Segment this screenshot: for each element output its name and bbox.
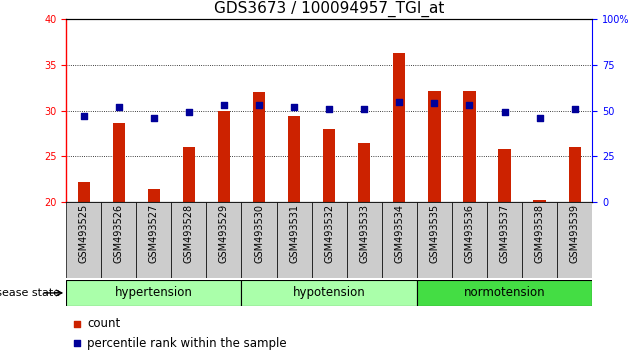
- Text: GSM493539: GSM493539: [570, 204, 580, 263]
- Point: [359, 106, 369, 112]
- Bar: [487, 202, 522, 278]
- Point: [570, 106, 580, 112]
- Text: normotension: normotension: [464, 286, 546, 299]
- Bar: [101, 202, 136, 278]
- Point: [324, 106, 334, 112]
- Bar: [288, 116, 301, 354]
- Bar: [183, 147, 195, 354]
- Point: [534, 115, 544, 121]
- Bar: [113, 124, 125, 354]
- Point: [289, 104, 299, 110]
- Text: GSM493526: GSM493526: [114, 204, 123, 263]
- Bar: [428, 91, 440, 354]
- Bar: [312, 202, 347, 278]
- Bar: [557, 202, 592, 278]
- Bar: [534, 200, 546, 354]
- Bar: [452, 202, 487, 278]
- Text: GSM493530: GSM493530: [254, 204, 264, 263]
- Text: GSM493537: GSM493537: [500, 204, 510, 263]
- Text: GSM493528: GSM493528: [184, 204, 194, 263]
- Point: [72, 321, 82, 327]
- Text: disease state: disease state: [0, 288, 60, 298]
- Point: [219, 102, 229, 108]
- Point: [500, 110, 510, 115]
- Point: [394, 99, 404, 104]
- Point: [79, 113, 89, 119]
- Bar: [136, 202, 171, 278]
- Text: GSM493538: GSM493538: [535, 204, 544, 263]
- Bar: [171, 202, 207, 278]
- Title: GDS3673 / 100094957_TGI_at: GDS3673 / 100094957_TGI_at: [214, 0, 444, 17]
- Point: [149, 115, 159, 121]
- Point: [464, 102, 474, 108]
- Bar: [241, 280, 417, 306]
- Text: GSM493533: GSM493533: [359, 204, 369, 263]
- Point: [72, 341, 82, 346]
- Bar: [382, 202, 417, 278]
- Bar: [77, 182, 90, 354]
- Bar: [568, 147, 581, 354]
- Bar: [417, 280, 592, 306]
- Bar: [393, 53, 406, 354]
- Bar: [277, 202, 312, 278]
- Bar: [241, 202, 277, 278]
- Text: GSM493529: GSM493529: [219, 204, 229, 263]
- Point: [113, 104, 123, 110]
- Bar: [66, 280, 241, 306]
- Text: GSM493527: GSM493527: [149, 204, 159, 263]
- Bar: [207, 202, 241, 278]
- Bar: [147, 189, 160, 354]
- Text: count: count: [87, 318, 120, 330]
- Bar: [253, 92, 265, 354]
- Bar: [346, 202, 382, 278]
- Text: GSM493531: GSM493531: [289, 204, 299, 263]
- Text: GSM493534: GSM493534: [394, 204, 404, 263]
- Point: [254, 102, 264, 108]
- Point: [429, 101, 439, 106]
- Text: hypotension: hypotension: [293, 286, 365, 299]
- Text: GSM493525: GSM493525: [79, 204, 89, 263]
- Bar: [323, 129, 335, 354]
- Bar: [358, 143, 370, 354]
- Bar: [463, 91, 476, 354]
- Text: hypertension: hypertension: [115, 286, 193, 299]
- Point: [184, 110, 194, 115]
- Bar: [66, 202, 101, 278]
- Bar: [522, 202, 557, 278]
- Text: GSM493535: GSM493535: [430, 204, 439, 263]
- Bar: [417, 202, 452, 278]
- Bar: [218, 110, 230, 354]
- Bar: [498, 149, 511, 354]
- Text: GSM493536: GSM493536: [464, 204, 474, 263]
- Text: percentile rank within the sample: percentile rank within the sample: [87, 337, 287, 350]
- Text: GSM493532: GSM493532: [324, 204, 334, 263]
